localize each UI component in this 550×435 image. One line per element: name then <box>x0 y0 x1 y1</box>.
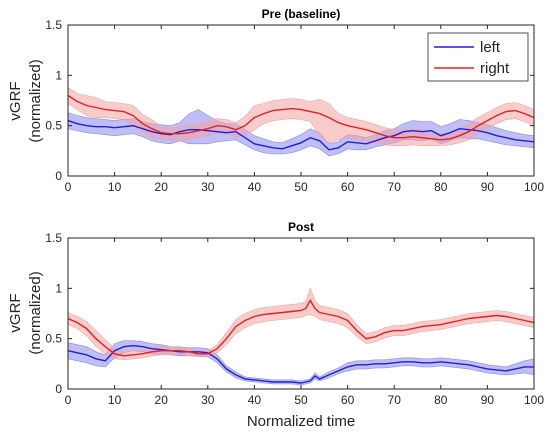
x-tick-label: 70 <box>388 393 402 407</box>
x-tick-label: 80 <box>434 393 448 407</box>
y-axis-ticks: 0 0.5 1 1.5 <box>45 231 534 396</box>
x-tick-label: 10 <box>108 180 122 194</box>
y-tick-label: 1.5 <box>45 18 62 32</box>
confidence-bands <box>67 287 535 386</box>
x-tick-label: 20 <box>155 393 169 407</box>
x-tick-label: 90 <box>481 180 495 194</box>
y-tick-label: 1 <box>55 68 62 82</box>
x-tick-label: 60 <box>341 393 355 407</box>
x-axis-label: Normalized time <box>247 413 355 430</box>
band-left <box>67 340 535 386</box>
x-tick-label: 30 <box>201 180 215 194</box>
x-tick-label: 0 <box>65 180 72 194</box>
chart-panel-pre: Pre (baseline) vGRF (normalized) 0 10 20 30… <box>7 7 544 194</box>
x-tick-label: 50 <box>294 393 308 407</box>
y-tick-label: 0 <box>55 169 62 183</box>
x-tick-label: 20 <box>155 180 169 194</box>
y-tick-label: 1 <box>55 281 62 295</box>
x-tick-label: 30 <box>201 393 215 407</box>
series-line-right <box>67 94 535 141</box>
series-line-left <box>67 344 534 384</box>
legend-box <box>427 32 529 82</box>
y-axis-label-line1: vGRF <box>7 81 24 120</box>
y-axis-label-line2: (normalized) <box>27 271 44 354</box>
series-lines <box>67 298 535 384</box>
x-tick-label: 80 <box>434 180 448 194</box>
x-tick-label: 10 <box>108 393 122 407</box>
chart-panel-post: Post vGRF (normalized) 0 10 20 30 40 50 60 70 80… <box>7 220 544 407</box>
x-tick-label: 40 <box>248 393 262 407</box>
confidence-bands <box>67 86 535 157</box>
x-tick-label: 60 <box>341 180 355 194</box>
legend: left right <box>427 32 529 82</box>
y-tick-label: 1.5 <box>45 231 62 245</box>
x-tick-label: 40 <box>248 180 262 194</box>
chart-title: Post <box>288 220 314 234</box>
x-tick-label: 0 <box>65 393 72 407</box>
x-tick-label: 100 <box>524 393 544 407</box>
y-tick-label: 0.5 <box>45 332 62 346</box>
x-tick-label: 50 <box>294 180 308 194</box>
y-axis-label-line1: vGRF <box>7 293 24 332</box>
x-axis-ticks: 0 10 20 30 40 50 60 70 80 90 100 <box>65 25 544 194</box>
y-tick-label: 0.5 <box>45 119 62 133</box>
y-axis-label-line2: (normalized) <box>27 59 44 142</box>
chart-title: Pre (baseline) <box>262 7 341 21</box>
series-line-right <box>67 298 535 357</box>
x-tick-label: 70 <box>388 180 402 194</box>
series-lines <box>67 94 535 151</box>
x-tick-label: 90 <box>481 393 495 407</box>
legend-label-left: left <box>480 39 501 56</box>
y-axis-ticks: 0 0.5 1 1.5 <box>45 18 534 183</box>
legend-label-right: right <box>480 60 510 77</box>
x-axis-ticks: 0 10 20 30 40 50 60 70 80 90 100 <box>65 238 544 407</box>
x-tick-label: 100 <box>524 180 544 194</box>
y-tick-label: 0 <box>55 382 62 396</box>
series-line-left <box>67 119 535 151</box>
